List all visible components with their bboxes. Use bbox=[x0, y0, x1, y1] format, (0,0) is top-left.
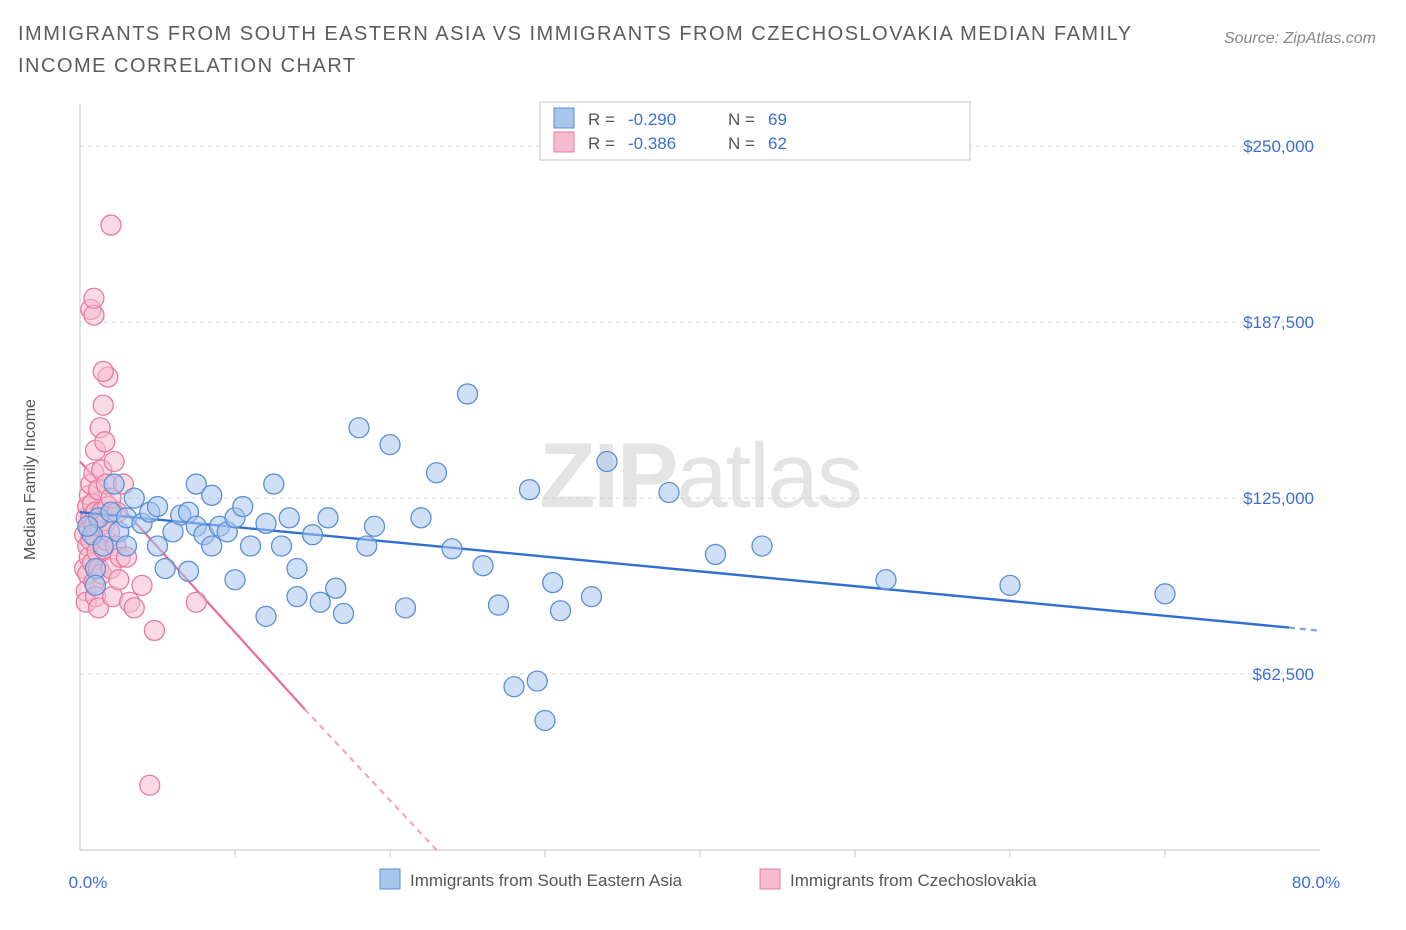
source-label: Source: ZipAtlas.com bbox=[1224, 18, 1376, 48]
series-a-point bbox=[202, 536, 222, 556]
x-max-label: 80.0% bbox=[1292, 873, 1340, 892]
series-a-point bbox=[241, 536, 261, 556]
svg-text:R =: R = bbox=[588, 110, 615, 129]
series-a-point bbox=[357, 536, 377, 556]
series-a-point bbox=[117, 536, 137, 556]
series-a-point bbox=[489, 595, 509, 615]
series-b-point bbox=[132, 575, 152, 595]
y-tick-label: $125,000 bbox=[1243, 489, 1314, 508]
series-a-point bbox=[535, 711, 555, 731]
series-a-point bbox=[427, 463, 447, 483]
series-a-point bbox=[256, 606, 276, 626]
x-min-label: 0.0% bbox=[69, 873, 108, 892]
series-b-point bbox=[144, 620, 164, 640]
series-a-point bbox=[272, 536, 292, 556]
svg-text:N =: N = bbox=[728, 134, 755, 153]
series-a-point bbox=[349, 418, 369, 438]
series-a-point bbox=[582, 587, 602, 607]
series-a-point bbox=[527, 671, 547, 691]
series-a-point bbox=[752, 536, 772, 556]
series-a-point bbox=[334, 604, 354, 624]
series-a-point bbox=[1000, 575, 1020, 595]
series-a-point bbox=[287, 587, 307, 607]
series-a-point bbox=[380, 435, 400, 455]
svg-text:62: 62 bbox=[768, 134, 787, 153]
series-a-point bbox=[279, 508, 299, 528]
y-tick-label: $250,000 bbox=[1243, 137, 1314, 156]
series-a-point bbox=[287, 558, 307, 578]
series-a-point bbox=[473, 556, 493, 576]
series-a-point bbox=[93, 536, 113, 556]
series-a-point bbox=[148, 536, 168, 556]
svg-text:Immigrants from Czechoslovakia: Immigrants from Czechoslovakia bbox=[790, 871, 1037, 890]
series-a-point bbox=[310, 592, 330, 612]
series-a-point bbox=[442, 539, 462, 559]
series-a-point bbox=[706, 544, 726, 564]
svg-text:69: 69 bbox=[768, 110, 787, 129]
series-b-point bbox=[140, 775, 160, 795]
series-a-point bbox=[78, 516, 98, 536]
chart-title: IMMIGRANTS FROM SOUTH EASTERN ASIA VS IM… bbox=[18, 18, 1138, 82]
series-a-point bbox=[124, 488, 144, 508]
svg-text:N =: N = bbox=[728, 110, 755, 129]
series-a-point bbox=[597, 452, 617, 472]
series-a-point bbox=[233, 497, 253, 517]
series-a-point bbox=[318, 508, 338, 528]
series-a-point bbox=[876, 570, 896, 590]
series-b-point bbox=[124, 598, 144, 618]
series-a-point bbox=[551, 601, 571, 621]
series-a-point bbox=[543, 573, 563, 593]
series-a-point bbox=[396, 598, 416, 618]
series-b-point bbox=[95, 432, 115, 452]
chart-area: $62,500 $125,000 $187,500 $250,000 0.0% 80.0%… bbox=[18, 90, 1388, 910]
series-b-point bbox=[84, 288, 104, 308]
series-a-point bbox=[148, 497, 168, 517]
series-a-point bbox=[659, 482, 679, 502]
series-a-point bbox=[458, 384, 478, 404]
series-b-point bbox=[93, 395, 113, 415]
svg-text:-0.386: -0.386 bbox=[628, 134, 676, 153]
legend-series: Immigrants from South Eastern Asia Immigr… bbox=[380, 869, 1037, 890]
svg-text:R =: R = bbox=[588, 134, 615, 153]
series-a-point bbox=[411, 508, 431, 528]
series-b-point bbox=[104, 452, 124, 472]
series-a-point bbox=[155, 558, 175, 578]
series-b-point bbox=[109, 570, 129, 590]
legend-stats: R = -0.290 N = 69 R = -0.386 N = 62 bbox=[540, 102, 970, 160]
series-b-point bbox=[93, 361, 113, 381]
series-a-point bbox=[1155, 584, 1175, 604]
series-a-point bbox=[504, 677, 524, 697]
series-a-point bbox=[256, 513, 276, 533]
series-a-point bbox=[520, 480, 540, 500]
series-a-point bbox=[179, 561, 199, 581]
series-a-point bbox=[225, 570, 245, 590]
series-a-point bbox=[303, 525, 323, 545]
series-b-point bbox=[186, 592, 206, 612]
svg-text:-0.290: -0.290 bbox=[628, 110, 676, 129]
watermark: ZIPatlas bbox=[539, 425, 860, 527]
series-a-point bbox=[365, 516, 385, 536]
series-b-point bbox=[101, 215, 121, 235]
series-a-point bbox=[264, 474, 284, 494]
series-a-point bbox=[326, 578, 346, 598]
series-a-point bbox=[202, 485, 222, 505]
svg-text:Immigrants from South Eastern: Immigrants from South Eastern Asia bbox=[410, 871, 683, 890]
y-tick-label: $62,500 bbox=[1253, 665, 1314, 684]
y-tick-label: $187,500 bbox=[1243, 313, 1314, 332]
series-a-point bbox=[86, 575, 106, 595]
series-a-point bbox=[104, 474, 124, 494]
